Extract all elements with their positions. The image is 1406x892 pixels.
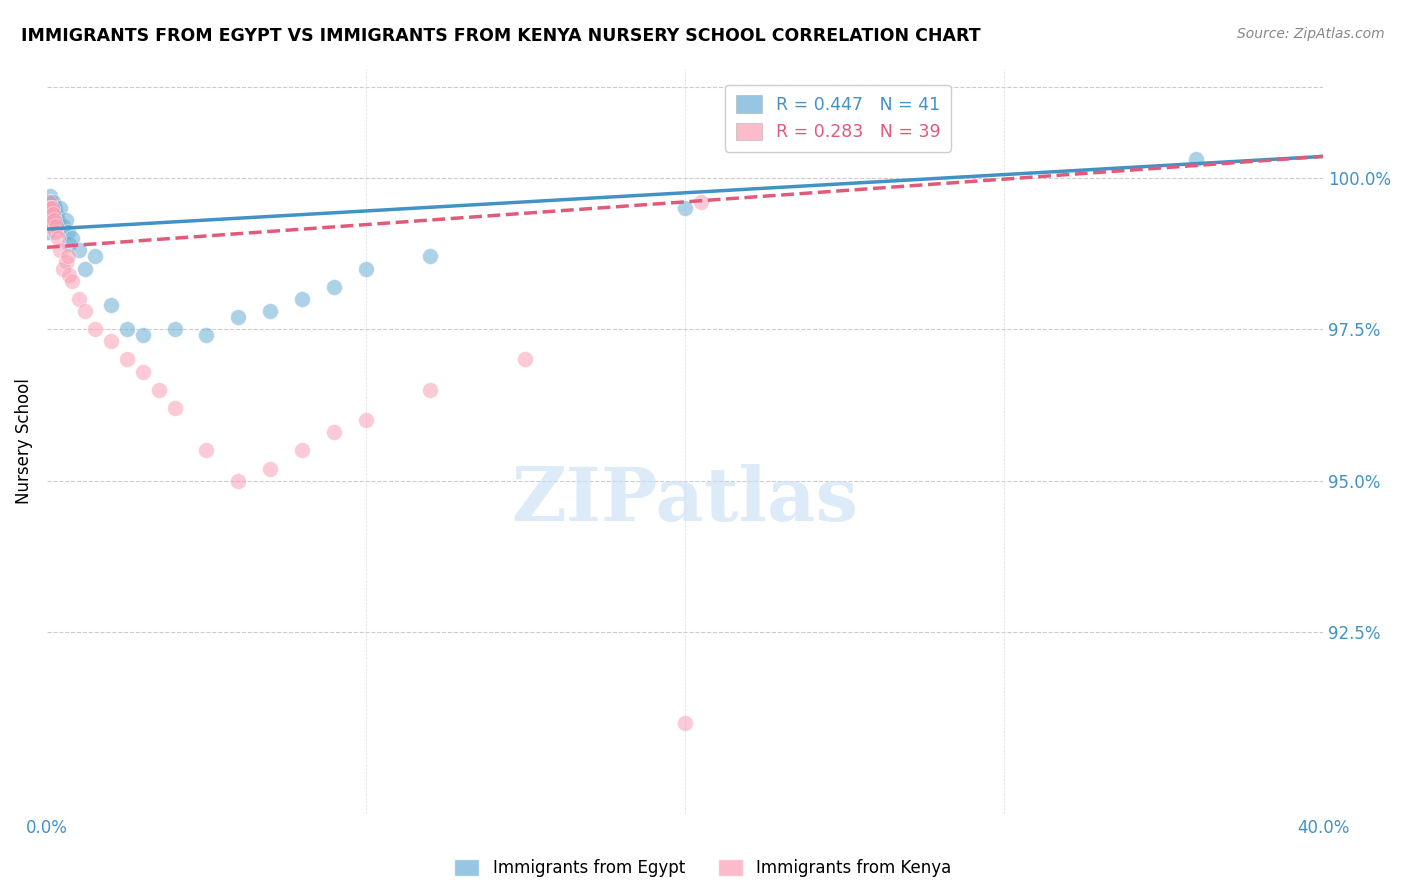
Point [83,249,105,263]
Point [37,219,59,233]
Point [62,274,84,288]
Text: Source: ZipAtlas.com: Source: ZipAtlas.com [1237,27,1385,41]
Point [39,189,62,203]
Legend: Immigrants from Egypt, Immigrants from Kenya: Immigrants from Egypt, Immigrants from K… [447,852,959,884]
Point [44,201,66,215]
Point [45,207,67,221]
Point [58,268,80,282]
Point [1184,153,1206,167]
Point [419,249,441,263]
Point [44,225,66,239]
Point [38,201,60,215]
Point [75,261,97,276]
Point [100,334,122,349]
Point [37,213,59,227]
Point [131,365,153,379]
Point [673,716,696,731]
Point [42,194,65,209]
Point [42,219,65,233]
Point [46,231,69,245]
Point [56,249,79,263]
Point [42,207,65,221]
Point [39,201,62,215]
Point [195,328,218,343]
Point [39,194,62,209]
Point [163,322,186,336]
Point [38,201,60,215]
Point [58,237,80,252]
Legend: R = 0.447   N = 41, R = 0.283   N = 39: R = 0.447 N = 41, R = 0.283 N = 39 [725,85,950,152]
Point [115,322,138,336]
Point [62,231,84,245]
Point [354,413,377,427]
Point [67,292,90,306]
Point [52,261,75,276]
Point [42,213,65,227]
Point [37,201,59,215]
Point [323,279,346,293]
Point [515,352,537,367]
Y-axis label: Nursery School: Nursery School [15,378,32,504]
Point [75,304,97,318]
Point [48,244,70,258]
Point [228,310,250,324]
Point [38,207,60,221]
Point [115,352,138,367]
Text: ZIPatlas: ZIPatlas [512,465,859,537]
Point [83,322,105,336]
Point [38,207,60,221]
Point [690,194,713,209]
Point [41,207,63,221]
Point [37,225,59,239]
Point [163,401,186,415]
Point [195,443,218,458]
Point [419,383,441,397]
Point [41,213,63,227]
Point [259,304,281,318]
Point [354,261,377,276]
Point [45,219,67,233]
Point [38,194,60,209]
Point [52,219,75,233]
Point [38,213,60,227]
Point [38,194,60,209]
Point [323,425,346,439]
Point [55,213,77,227]
Point [228,474,250,488]
Point [291,443,314,458]
Point [41,201,63,215]
Point [100,298,122,312]
Point [148,383,170,397]
Point [39,213,62,227]
Point [131,328,153,343]
Point [259,461,281,475]
Point [38,219,60,233]
Point [42,213,65,227]
Point [41,207,63,221]
Point [55,255,77,269]
Point [37,207,59,221]
Point [41,201,63,215]
Point [673,201,696,215]
Point [39,201,62,215]
Text: IMMIGRANTS FROM EGYPT VS IMMIGRANTS FROM KENYA NURSERY SCHOOL CORRELATION CHART: IMMIGRANTS FROM EGYPT VS IMMIGRANTS FROM… [21,27,981,45]
Point [291,292,314,306]
Point [48,201,70,215]
Point [56,225,79,239]
Point [46,213,69,227]
Point [67,244,90,258]
